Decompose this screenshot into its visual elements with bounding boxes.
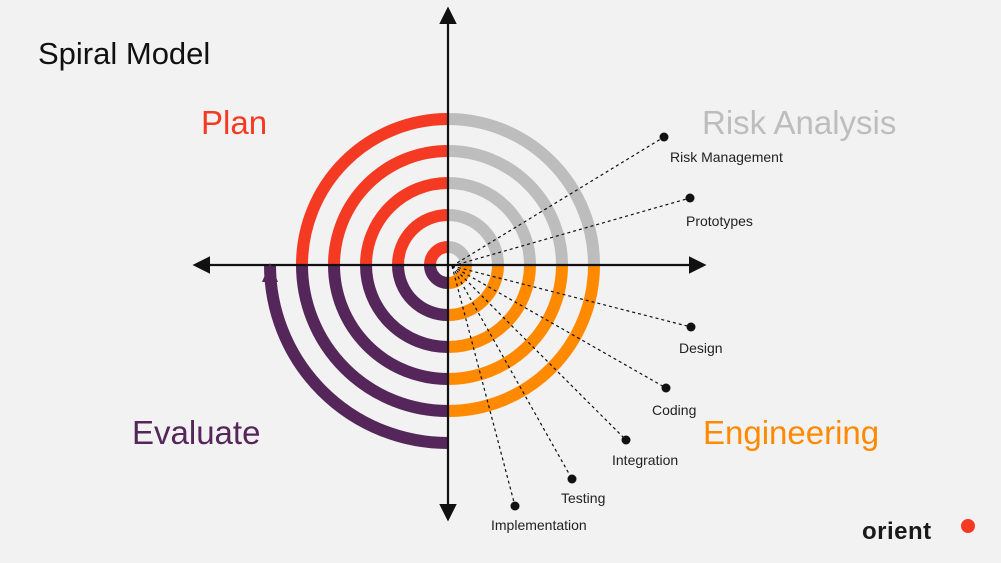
spiral-arc-plan (328, 145, 449, 266)
engineering-annotation-label: Testing (561, 490, 605, 506)
risk-annotation-dot (659, 132, 669, 142)
risk-annotation-label: Risk Management (670, 149, 783, 165)
evaluate-arrow-head (262, 263, 278, 282)
engineering-annotation-leader-line (451, 265, 667, 389)
spiral-arc-engineering (447, 264, 504, 321)
engineering-annotation-leader-line (451, 265, 516, 507)
spiral-arc-risk-analysis (447, 145, 568, 266)
quadrant-label-evaluate: Evaluate (132, 414, 260, 451)
spiral-arc-evaluate (328, 264, 449, 385)
quadrant-label-risk-analysis: Risk Analysis (702, 104, 896, 141)
spiral-arc-plan (360, 177, 449, 266)
risk-annotation-dot (685, 193, 695, 203)
annotations: Risk Management Prototypes Design Coding Int… (451, 132, 783, 533)
quadrant-label-plan: Plan (201, 104, 267, 141)
spiral-arc-evaluate-outer (264, 264, 449, 449)
quadrant-label-engineering: Engineering (703, 414, 879, 451)
spiral-arc-plan (392, 209, 449, 266)
engineering-annotation-label: Integration (612, 452, 678, 468)
spiral-arc-evaluate (296, 264, 449, 417)
spiral-arc-risk-analysis (447, 209, 504, 266)
engineering-annotation-leader-line (451, 265, 627, 441)
spiral-arc-engineering (447, 264, 568, 385)
engineering-annotation-leader-line (451, 265, 573, 480)
engineering-annotation-dot (621, 435, 631, 445)
spiral-arc-plan (424, 241, 449, 266)
spiral-arc-evaluate (392, 264, 449, 321)
spiral-arc-risk-analysis (447, 177, 536, 266)
logo-dot (961, 519, 975, 533)
spiral-arc-engineering (447, 264, 600, 417)
spiral-arc-evaluate (424, 264, 449, 289)
spiral-arc-plan (296, 113, 449, 266)
engineering-annotation-label: Design (679, 340, 723, 356)
orient-logo: orient (862, 518, 975, 545)
engineering-annotation-dot (686, 322, 696, 332)
engineering-annotation-label: Implementation (491, 517, 587, 533)
spiral-arc-engineering (447, 264, 536, 353)
spiral-arcs (264, 113, 600, 449)
risk-annotation-label: Prototypes (686, 213, 753, 229)
logo-text: orient (862, 518, 932, 545)
spiral-arc-evaluate (360, 264, 449, 353)
engineering-annotation-label: Coding (652, 402, 696, 418)
diagram-title: Spiral Model (38, 36, 210, 71)
risk-annotation-leader-line (451, 136, 665, 267)
spiral-arc-engineering (447, 264, 472, 289)
risk-annotation-leader-line (451, 197, 691, 267)
engineering-annotation-leader-line (451, 265, 692, 328)
engineering-annotation-dot (567, 474, 577, 484)
spiral-arc-risk-analysis (447, 113, 600, 266)
engineering-annotation-dot (510, 501, 520, 511)
engineering-annotation-dot (661, 383, 671, 393)
